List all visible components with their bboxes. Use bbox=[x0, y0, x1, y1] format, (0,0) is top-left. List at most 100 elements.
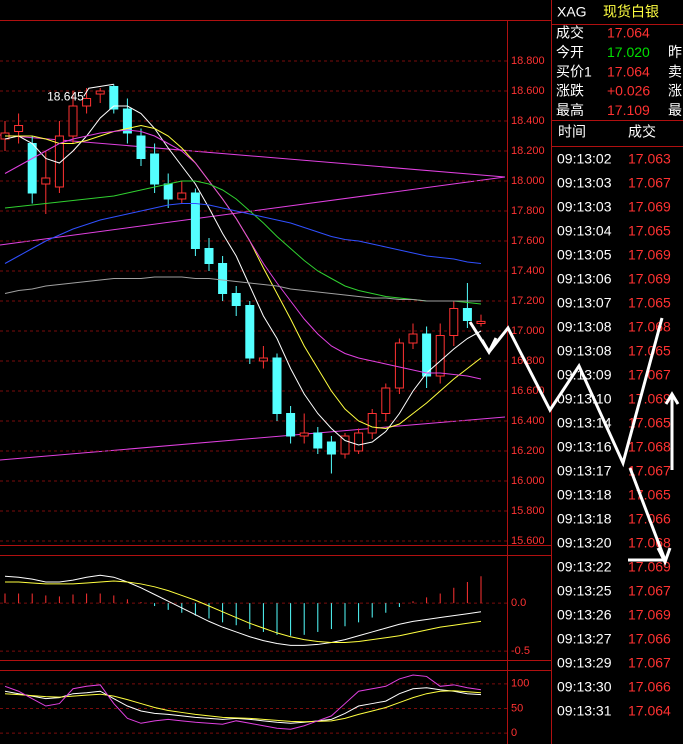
tick-time: 09:13:18 bbox=[557, 487, 612, 503]
tick-time: 09:13:08 bbox=[557, 319, 612, 335]
candle-body bbox=[177, 192, 187, 200]
candle-body bbox=[68, 105, 78, 137]
y-tick-label: 15.800 bbox=[511, 505, 545, 517]
tick-time: 09:13:03 bbox=[557, 199, 612, 215]
tick-price: 17.069 bbox=[628, 271, 671, 287]
tick-time: 09:13:02 bbox=[557, 151, 612, 167]
candle-body bbox=[272, 357, 282, 414]
y-tick-label: 100 bbox=[511, 678, 529, 690]
indicator-line bbox=[4, 690, 482, 723]
quote-label: 涨 bbox=[668, 83, 682, 99]
tick-price: 17.067 bbox=[628, 367, 671, 383]
candle-body bbox=[41, 177, 51, 185]
symbol: XAG bbox=[557, 4, 587, 20]
y-tick-label: 0.0 bbox=[511, 597, 526, 609]
y-tick-label: 17.000 bbox=[511, 325, 545, 337]
y-tick-label: 17.800 bbox=[511, 205, 545, 217]
tick-time: 09:13:14 bbox=[557, 415, 612, 431]
candle-body bbox=[449, 308, 459, 336]
y-tick-label: 17.600 bbox=[511, 235, 545, 247]
y-tick-label: 15.600 bbox=[511, 535, 545, 547]
indicator-line bbox=[4, 105, 482, 446]
plots: 15.600 15.800 16.000 16.200 16.400 16.600 16.8… bbox=[0, 55, 545, 739]
tick-time: 09:13:05 bbox=[557, 247, 612, 263]
candle-body bbox=[299, 432, 309, 437]
quote-value: 17.064 bbox=[607, 25, 650, 41]
quote-label: 买价1 bbox=[556, 63, 592, 79]
quote-value: 17.109 bbox=[607, 102, 650, 118]
high-pointer bbox=[83, 83, 114, 97]
candle-body bbox=[340, 435, 350, 455]
quote-label: 成交 bbox=[556, 25, 584, 41]
quote-label: 最 bbox=[668, 102, 682, 118]
tick-price: 17.069 bbox=[628, 247, 671, 263]
y-tick-label: 18.000 bbox=[511, 175, 545, 187]
candle-body bbox=[394, 342, 404, 389]
tick-price: 17.067 bbox=[628, 583, 671, 599]
tick-price: 17.068 bbox=[628, 319, 671, 335]
tick-price: 17.069 bbox=[628, 199, 671, 215]
candle-body bbox=[136, 135, 146, 159]
tick-time: 09:13:25 bbox=[557, 583, 612, 599]
tick-time: 09:13:10 bbox=[557, 391, 612, 407]
tick-time: 09:13:22 bbox=[557, 559, 612, 575]
candle-body bbox=[204, 248, 214, 264]
tick-price: 17.066 bbox=[628, 679, 671, 695]
candle-body bbox=[286, 413, 296, 437]
candle-body bbox=[109, 86, 119, 110]
quote-label: 今开 bbox=[556, 44, 584, 60]
tick-time: 09:13:04 bbox=[557, 223, 612, 239]
tick-price: 17.065 bbox=[628, 343, 671, 359]
quote-label: 昨 bbox=[668, 44, 682, 60]
tick-price: 17.067 bbox=[628, 463, 671, 479]
candle-body bbox=[354, 432, 364, 452]
candle-body bbox=[476, 320, 486, 324]
quote-value: 17.020 bbox=[607, 44, 650, 60]
candle-body bbox=[82, 98, 92, 107]
candle-body bbox=[27, 143, 37, 194]
tick-time: 09:13:08 bbox=[557, 343, 612, 359]
quote-label: 最高 bbox=[556, 102, 584, 118]
candle-body bbox=[313, 432, 323, 449]
candle-body bbox=[122, 108, 132, 134]
candle-body bbox=[95, 90, 105, 95]
candle-body bbox=[150, 153, 160, 185]
candle-body bbox=[258, 357, 268, 362]
tick-time: 09:13:17 bbox=[557, 463, 612, 479]
candle-body bbox=[190, 192, 200, 249]
tick-price: 17.069 bbox=[628, 559, 671, 575]
candle-body bbox=[422, 333, 432, 377]
tick-price: 17.065 bbox=[628, 415, 671, 431]
tick-price: 17.065 bbox=[628, 223, 671, 239]
y-tick-label: 18.200 bbox=[511, 145, 545, 157]
ticks-header: 时间 bbox=[558, 124, 586, 140]
y-tick-label: 17.200 bbox=[511, 295, 545, 307]
tick-price: 17.068 bbox=[628, 439, 671, 455]
candle-body bbox=[462, 308, 472, 321]
tick-time: 09:13:29 bbox=[557, 655, 612, 671]
annotation-arrows bbox=[468, 317, 680, 566]
candle-body bbox=[218, 263, 228, 294]
candle-body bbox=[367, 413, 377, 434]
quote-value: 17.064 bbox=[607, 63, 650, 79]
y-tick-label: 18.600 bbox=[511, 85, 545, 97]
candle-body bbox=[14, 125, 24, 132]
indicator-line bbox=[4, 129, 482, 380]
y-tick-label: 50 bbox=[511, 702, 523, 714]
tick-time: 09:13:30 bbox=[557, 679, 612, 695]
tick-price: 17.067 bbox=[628, 655, 671, 671]
candle-body bbox=[231, 293, 241, 306]
tick-price: 17.069 bbox=[628, 607, 671, 623]
y-tick-label: 18.400 bbox=[511, 115, 545, 127]
y-tick-label: 16.200 bbox=[511, 445, 545, 457]
candle-body bbox=[408, 333, 418, 344]
candle-body bbox=[163, 183, 173, 200]
indicator-line bbox=[4, 180, 482, 305]
tick-price: 17.069 bbox=[628, 391, 671, 407]
tick-price: 17.065 bbox=[628, 487, 671, 503]
